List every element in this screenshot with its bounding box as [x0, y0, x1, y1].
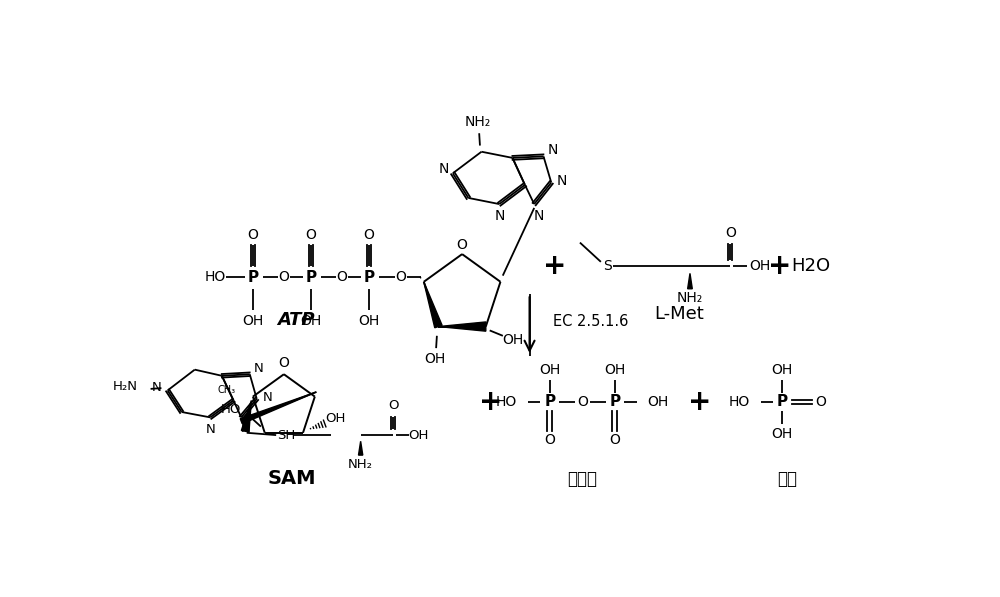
- Text: N: N: [205, 423, 215, 436]
- Text: NH₂: NH₂: [677, 291, 703, 305]
- Text: OH: OH: [325, 413, 346, 426]
- Text: OH: OH: [424, 352, 445, 366]
- Polygon shape: [359, 441, 363, 455]
- Text: CH₃: CH₃: [218, 386, 236, 395]
- Text: O: O: [544, 433, 555, 448]
- Text: OH: OH: [772, 427, 793, 441]
- Text: P: P: [777, 395, 788, 410]
- Polygon shape: [241, 401, 251, 432]
- Text: N: N: [534, 210, 544, 223]
- Text: HO: HO: [496, 395, 517, 409]
- Text: 二磷酸: 二磷酸: [567, 470, 597, 488]
- Text: H₂N: H₂N: [113, 380, 138, 393]
- Text: EC 2.5.1.6: EC 2.5.1.6: [553, 315, 628, 330]
- Text: OH: OH: [358, 314, 380, 328]
- Text: P: P: [609, 395, 620, 410]
- Text: O: O: [725, 226, 736, 241]
- Text: N: N: [557, 174, 567, 188]
- Text: P: P: [247, 270, 258, 285]
- Text: H2O: H2O: [791, 257, 830, 275]
- Text: OH: OH: [408, 429, 428, 442]
- Text: O: O: [247, 228, 258, 242]
- Text: SH: SH: [277, 429, 295, 442]
- Polygon shape: [688, 273, 692, 289]
- Text: N: N: [548, 143, 558, 157]
- Polygon shape: [240, 392, 316, 424]
- Text: HO: HO: [221, 403, 241, 416]
- Text: OH: OH: [604, 362, 625, 377]
- Text: SAM: SAM: [267, 469, 316, 488]
- Text: N: N: [438, 162, 449, 177]
- Text: O: O: [306, 228, 316, 242]
- Text: 磷酸: 磷酸: [778, 470, 798, 488]
- Text: O: O: [278, 270, 289, 284]
- Text: OH: OH: [300, 314, 322, 328]
- Text: +: +: [688, 388, 712, 416]
- Text: N: N: [263, 391, 272, 404]
- Polygon shape: [424, 282, 442, 328]
- Text: OH: OH: [772, 362, 793, 377]
- Text: N: N: [152, 381, 162, 394]
- Text: N: N: [254, 362, 264, 376]
- Text: O: O: [278, 356, 289, 371]
- Text: O: O: [395, 270, 406, 284]
- Text: +: +: [479, 388, 502, 416]
- Text: O: O: [388, 399, 398, 413]
- Text: O: O: [457, 238, 468, 252]
- Text: OH: OH: [539, 362, 560, 377]
- Text: S: S: [603, 259, 611, 273]
- Text: P: P: [364, 270, 375, 285]
- Text: +: +: [543, 252, 567, 279]
- Text: L-Met: L-Met: [654, 305, 704, 323]
- Text: O: O: [577, 395, 588, 409]
- Text: HO: HO: [205, 270, 226, 284]
- Polygon shape: [438, 322, 486, 331]
- Text: O: O: [337, 270, 347, 284]
- Text: ATP: ATP: [277, 310, 314, 328]
- Text: NH₂: NH₂: [348, 458, 373, 471]
- Text: OH: OH: [502, 333, 524, 347]
- Text: HO: HO: [728, 395, 750, 409]
- Text: O: O: [364, 228, 375, 242]
- Text: O: O: [816, 395, 826, 409]
- Text: +: +: [768, 252, 792, 279]
- Text: OH: OH: [242, 314, 264, 328]
- Text: OH: OH: [749, 259, 770, 273]
- Text: O: O: [609, 433, 620, 448]
- Text: P: P: [305, 270, 317, 285]
- Text: OH: OH: [647, 395, 669, 409]
- Text: N: N: [241, 423, 251, 435]
- Text: P: P: [544, 395, 555, 410]
- Text: NH₂: NH₂: [465, 115, 491, 130]
- Text: N: N: [494, 210, 505, 223]
